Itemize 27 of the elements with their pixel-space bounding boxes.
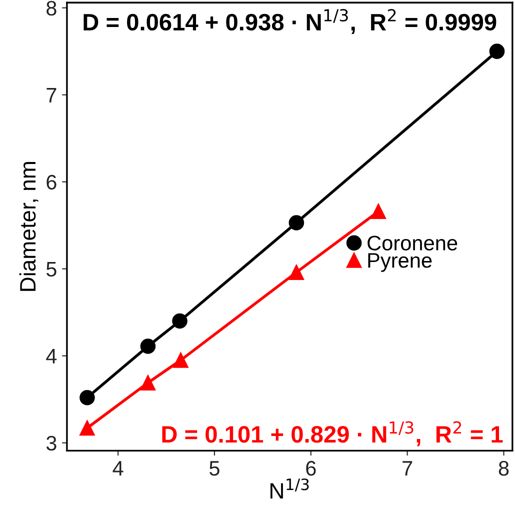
point: [140, 338, 156, 354]
y-tick-label: 8: [46, 0, 56, 16]
point: [140, 375, 156, 390]
y-tick-label: 5: [46, 262, 56, 277]
y-tick-label: 3: [46, 436, 56, 451]
legend-label: Pyrene: [368, 253, 432, 272]
y-tick-label: 7: [46, 88, 56, 102]
x-tick-label: 8: [498, 460, 509, 476]
point: [173, 352, 188, 368]
y-tick-label: 6: [46, 174, 56, 190]
x-axis-title: N$^{1/3}$: [270, 478, 309, 499]
point: [489, 44, 505, 59]
annotation: D = 0.101 + 0.829 · N$^{1/3}$, R$^{2}$ = 1: [162, 421, 503, 446]
x-tick-label: 6: [306, 460, 316, 476]
x-tick-label: 7: [402, 461, 412, 476]
legend-label: Coronene: [368, 236, 458, 250]
y-axis-title: Diameter, nm: [19, 162, 38, 291]
y-tick-label: 4: [46, 349, 57, 364]
point: [80, 390, 95, 406]
annotation: D = 0.0614 + 0.938 · N$^{1/3}$, R$^{2}$ = 0.9999: [84, 9, 496, 34]
point: [172, 313, 188, 329]
point: [288, 264, 304, 280]
x-tick-label: 4: [112, 461, 124, 476]
point: [288, 215, 304, 230]
x-tick-label: 5: [210, 461, 220, 476]
point: [80, 420, 95, 436]
point: [370, 204, 386, 220]
